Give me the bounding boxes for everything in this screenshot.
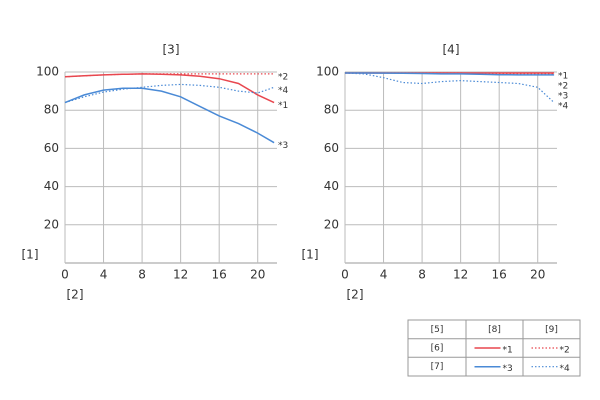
x-tick-label: 4 — [380, 268, 388, 282]
y-tick-label: 100 — [316, 65, 339, 79]
legend-label: *2 — [560, 346, 570, 356]
legend-frame — [407, 319, 581, 377]
series-end-label: *4 — [558, 101, 569, 111]
y-tick-label: 100 — [36, 65, 59, 79]
x-axis-label: [2] — [347, 288, 364, 302]
legend-header: [9] — [545, 325, 558, 335]
x-tick-label: 20 — [530, 268, 545, 282]
y-tick-label: 60 — [324, 141, 339, 155]
x-axis-label: [2] — [67, 288, 84, 302]
series-line — [64, 73, 275, 104]
series-end-label: *2 — [558, 81, 568, 91]
y-axis-label: [1] — [302, 248, 319, 262]
series-end-label: *1 — [558, 71, 568, 81]
x-tick-label: 16 — [492, 268, 507, 282]
x-tick-label: 8 — [418, 268, 426, 282]
y-tick-label: 20 — [44, 217, 59, 231]
x-tick-label: 8 — [138, 268, 146, 282]
y-tick-label: 40 — [324, 179, 339, 193]
series-line — [345, 72, 555, 76]
y-tick-label: 80 — [324, 103, 339, 117]
series-line — [344, 72, 555, 104]
x-tick-label: 0 — [61, 268, 69, 282]
x-tick-label: 16 — [212, 268, 227, 282]
y-axis-label: [1] — [22, 248, 39, 262]
y-tick-label: 80 — [44, 103, 59, 117]
legend-table — [407, 319, 581, 377]
series-end-label: *4 — [278, 86, 289, 96]
series-line — [64, 83, 275, 104]
x-tick-label: 20 — [250, 268, 265, 282]
legend-row-label: [7] — [431, 362, 444, 372]
series-line — [64, 87, 275, 144]
legend-label: *4 — [560, 364, 571, 374]
legend-row-label: [6] — [431, 344, 444, 354]
y-tick-label: 20 — [324, 217, 339, 231]
x-tick-label: 0 — [341, 268, 349, 282]
legend-header: [5] — [431, 325, 444, 335]
series-end-label: *1 — [278, 101, 288, 111]
legend-label: *3 — [503, 364, 513, 374]
series-end-label: *2 — [278, 72, 288, 82]
legend-header: [8] — [488, 325, 501, 335]
legend-label: *1 — [503, 346, 513, 356]
series-end-label: *3 — [278, 141, 288, 151]
chart-title: [3] — [163, 43, 180, 57]
x-tick-label: 4 — [100, 268, 108, 282]
x-tick-label: 12 — [453, 268, 468, 282]
y-tick-label: 60 — [44, 141, 59, 155]
series-line — [64, 73, 275, 78]
x-tick-label: 12 — [173, 268, 188, 282]
chart-title: [4] — [443, 43, 460, 57]
series-end-label: *3 — [558, 91, 568, 101]
y-tick-label: 40 — [44, 179, 59, 193]
